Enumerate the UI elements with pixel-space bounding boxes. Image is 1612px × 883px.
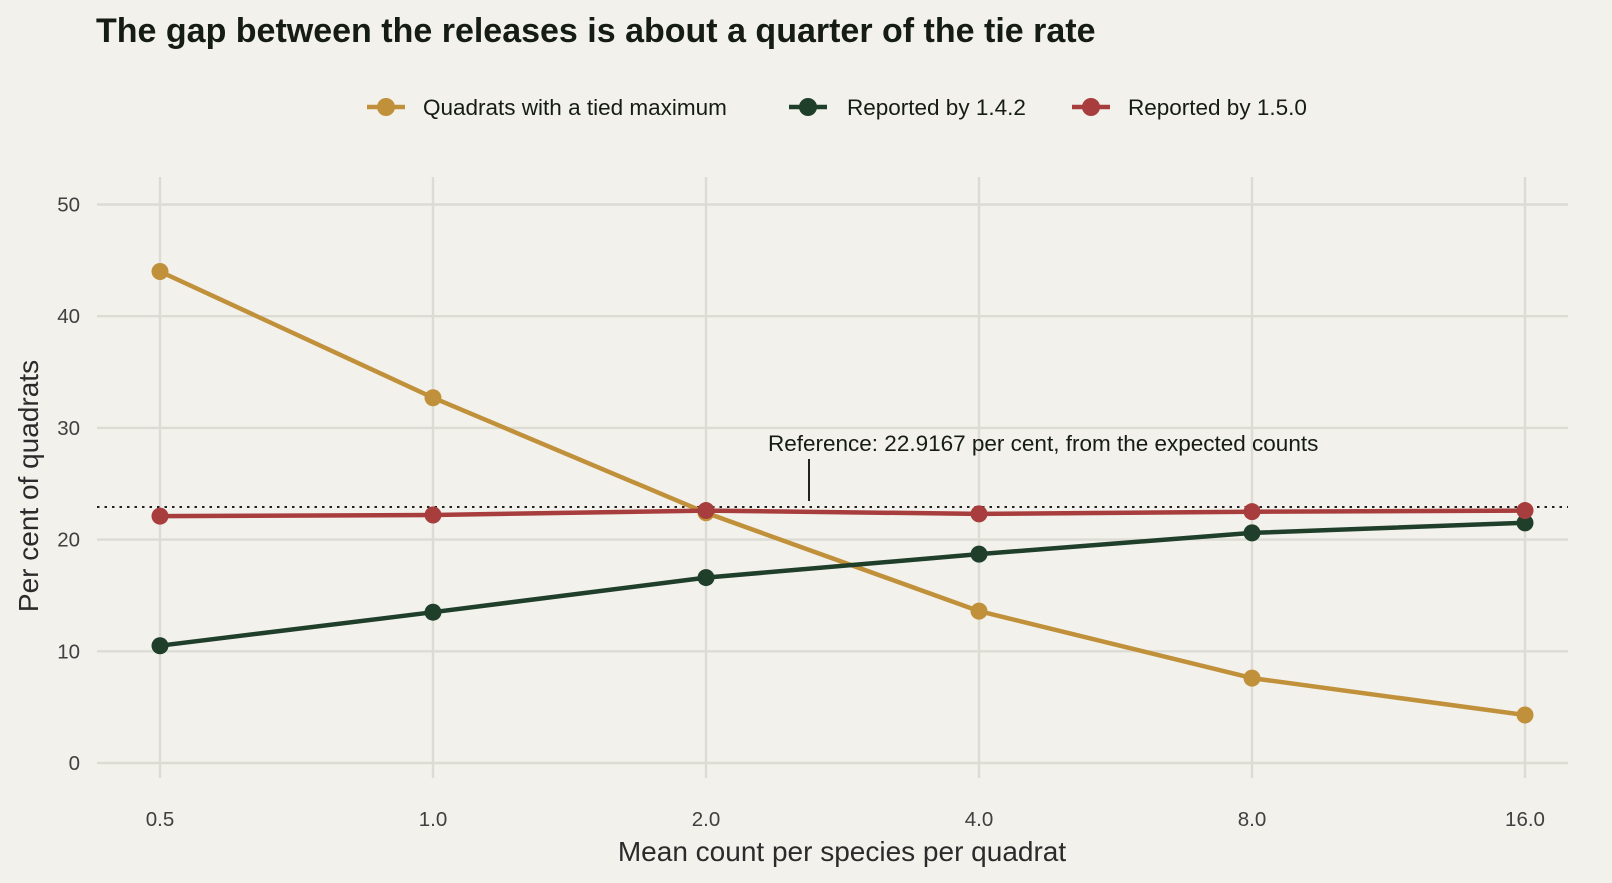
axis-ticks: 0 10 20 30 40 50 0.5 1.0 2.0 4.0 8.0 16.0: [57, 194, 1545, 832]
legend-marker: [799, 98, 817, 116]
y-tick-label: 30: [57, 417, 80, 440]
data-point: [1516, 706, 1534, 724]
data-point: [151, 263, 169, 281]
legend-label: Reported by 1.5.0: [1128, 95, 1307, 120]
series-1: [151, 514, 1534, 655]
y-tick-label: 50: [57, 194, 80, 217]
data-point: [697, 569, 715, 587]
data-point: [697, 502, 715, 520]
legend-marker: [1082, 98, 1100, 116]
x-axis-label: Mean count per species per quadrat: [618, 836, 1066, 867]
x-tick-label: 16.0: [1505, 808, 1545, 831]
x-tick-label: 1.0: [419, 808, 448, 831]
reference-line-group: Reference: 22.9167 per cent, from the ex…: [97, 431, 1568, 509]
x-tick-label: 4.0: [965, 808, 994, 831]
legend-label: Quadrats with a tied maximum: [423, 95, 727, 120]
data-point: [970, 602, 988, 620]
chart-title: The gap between the releases is about a …: [96, 12, 1096, 50]
x-tick-label: 0.5: [146, 808, 175, 831]
data-point: [1243, 503, 1261, 521]
legend: Quadrats with a tied maximum Reported by …: [367, 95, 1307, 120]
y-tick-label: 40: [57, 305, 80, 328]
series-0: [151, 263, 1534, 724]
data-point: [1243, 669, 1261, 687]
data-point: [1516, 502, 1534, 520]
legend-label: Reported by 1.4.2: [847, 95, 1026, 120]
y-axis-label: Per cent of quadrats: [13, 360, 44, 612]
y-tick-label: 0: [69, 752, 80, 775]
grid: [97, 177, 1568, 778]
reference-annotation: Reference: 22.9167 per cent, from the ex…: [768, 431, 1318, 456]
data-point: [424, 389, 442, 407]
legend-item-1: Reported by 1.4.2: [789, 95, 1026, 120]
y-tick-label: 20: [57, 529, 80, 552]
x-tick-label: 2.0: [692, 808, 721, 831]
legend-item-0: Quadrats with a tied maximum: [367, 95, 727, 120]
legend-item-2: Reported by 1.5.0: [1072, 95, 1307, 120]
series-lines: [151, 263, 1534, 724]
y-tick-label: 10: [57, 640, 80, 663]
data-point: [151, 637, 169, 655]
x-tick-label: 8.0: [1238, 808, 1267, 831]
data-point: [424, 506, 442, 524]
data-point: [970, 505, 988, 523]
series-line-2: [157, 508, 1528, 519]
legend-marker: [377, 98, 395, 116]
data-point: [1516, 514, 1534, 532]
series-line-1: [157, 520, 1528, 648]
series-line-0: [157, 269, 1528, 718]
series-2: [151, 502, 1534, 525]
data-point: [151, 507, 169, 525]
data-point: [424, 603, 442, 621]
data-point: [1243, 524, 1261, 542]
data-point: [970, 545, 988, 563]
